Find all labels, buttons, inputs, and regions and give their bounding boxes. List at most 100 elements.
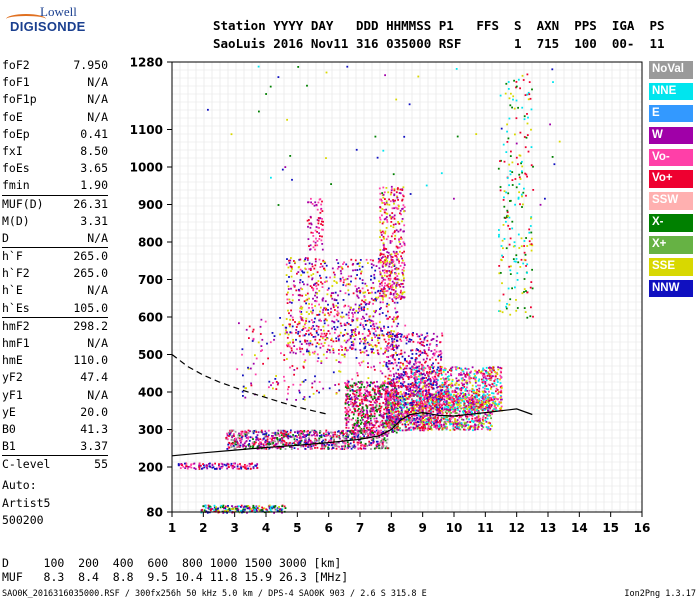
- data-point: [351, 398, 354, 401]
- data-point: [445, 405, 448, 408]
- data-point: [337, 441, 340, 444]
- data-point: [346, 395, 349, 398]
- data-point: [345, 412, 348, 415]
- data-point: [487, 427, 490, 430]
- data-point: [341, 316, 343, 319]
- data-point: [371, 404, 373, 407]
- data-point: [374, 311, 377, 314]
- data-point: [412, 366, 414, 369]
- data-point: [458, 383, 460, 386]
- data-point: [255, 431, 258, 433]
- data-point: [399, 402, 401, 404]
- param-row: hmE 110.0: [2, 352, 108, 369]
- data-point: [345, 284, 347, 287]
- data-point: [311, 441, 314, 444]
- data-point: [443, 391, 446, 393]
- data-point: [271, 432, 274, 434]
- data-point: [383, 437, 386, 439]
- data-point: [344, 278, 347, 281]
- data-point: [396, 346, 399, 349]
- header-values: SaoLuis 2016 Nov11 316 035000 RSF 1 715 …: [213, 36, 665, 51]
- data-point: [354, 348, 357, 351]
- data-point: [407, 396, 409, 399]
- data-point: [301, 444, 303, 447]
- data-point: [479, 417, 482, 420]
- data-point: [399, 361, 402, 364]
- data-point: [499, 374, 502, 377]
- data-point: [451, 421, 454, 424]
- data-point: [385, 398, 388, 401]
- data-point: [371, 434, 374, 437]
- data-point: [347, 410, 350, 413]
- data-point: [430, 424, 433, 427]
- data-point: [442, 424, 445, 426]
- data-point: [244, 505, 247, 508]
- data-point: [207, 507, 210, 509]
- data-point: [419, 353, 422, 356]
- data-point: [292, 434, 294, 436]
- data-point: [486, 414, 489, 417]
- data-point: [403, 371, 406, 374]
- data-point: [337, 430, 340, 432]
- data-point: [375, 401, 378, 404]
- data-point: [373, 381, 375, 384]
- data-point: [392, 385, 395, 387]
- data-point: [305, 430, 308, 433]
- data-point: [460, 382, 463, 385]
- data-point: [425, 418, 428, 420]
- data-point: [395, 378, 398, 380]
- data-point: [293, 260, 295, 262]
- data-point: [474, 378, 477, 380]
- data-point: [391, 420, 393, 422]
- data-point: [336, 434, 338, 437]
- data-point: [227, 505, 229, 507]
- data-point: [408, 338, 411, 341]
- data-point: [368, 423, 371, 426]
- data-point: [343, 448, 346, 450]
- data-point: [318, 439, 320, 442]
- data-point: [353, 435, 356, 438]
- data-point: [376, 397, 379, 400]
- data-point: [438, 428, 440, 431]
- data-point: [407, 398, 410, 400]
- data-point: [433, 396, 435, 399]
- data-point: [314, 335, 317, 338]
- data-point: [314, 294, 316, 297]
- data-point: [482, 408, 484, 411]
- data-point: [257, 431, 260, 434]
- data-point: [353, 445, 356, 448]
- data-point: [373, 434, 376, 436]
- data-point: [359, 342, 361, 345]
- data-point: [470, 370, 472, 373]
- data-point: [264, 430, 267, 433]
- data-point: [436, 386, 438, 389]
- data-point: [451, 378, 454, 381]
- data-point: [388, 347, 390, 349]
- data-point: [384, 397, 386, 400]
- data-point: [344, 411, 347, 413]
- data-point: [234, 443, 237, 446]
- data-point: [428, 403, 431, 405]
- data-point: [430, 422, 432, 424]
- data-point: [396, 377, 399, 380]
- data-point: [394, 387, 396, 389]
- data-point: [352, 441, 355, 444]
- data-point: [404, 420, 407, 423]
- data-point: [290, 331, 293, 334]
- data-point: [345, 394, 348, 396]
- data-point: [421, 366, 423, 369]
- data-point: [290, 443, 292, 446]
- data-point: [333, 326, 336, 328]
- data-point: [382, 288, 385, 291]
- data-point: [375, 296, 377, 299]
- data-point: [372, 433, 374, 435]
- data-point: [404, 359, 406, 362]
- data-point: [423, 389, 426, 392]
- data-point: [386, 418, 388, 421]
- data-point: [280, 508, 282, 510]
- data-point: [252, 443, 255, 446]
- data-point: [422, 366, 425, 369]
- data-point: [315, 345, 318, 348]
- data-point: [390, 389, 393, 392]
- data-point: [438, 408, 440, 410]
